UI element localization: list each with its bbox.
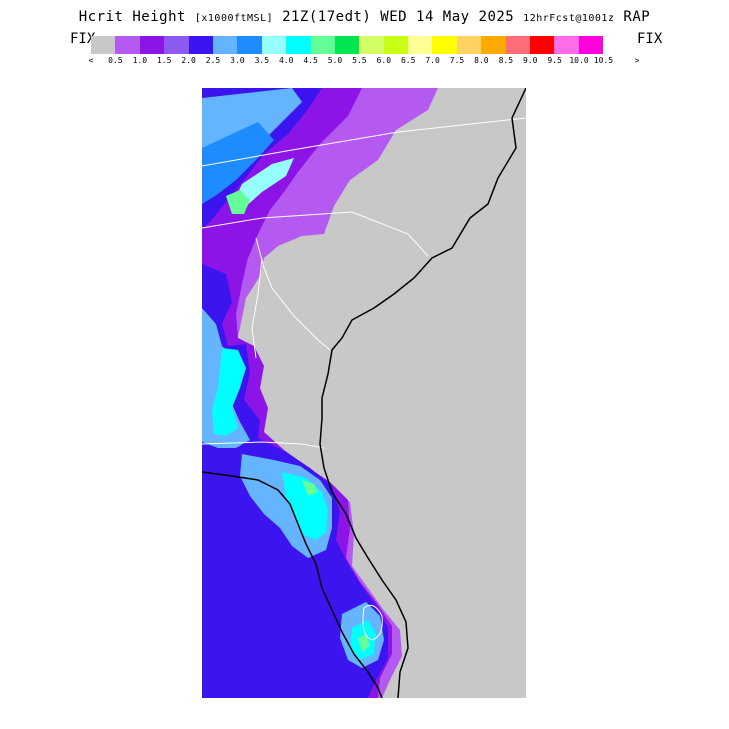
legend-tick-label: 8.5 xyxy=(498,56,514,65)
color-legend-ticks: < > 0.5 1.0 1.5 2.0 2.5 3.0 3.5 4.0 4.5 5.0 5.5 6.0… xyxy=(0,56,729,68)
legend-swatch xyxy=(359,36,384,54)
legend-tick-label: 6.0 xyxy=(376,56,392,65)
legend-swatch xyxy=(115,36,140,54)
legend-tick-label: 5.0 xyxy=(327,56,343,65)
model-label: RAP xyxy=(623,9,651,25)
legend-tick-label: 2.5 xyxy=(205,56,221,65)
legend-tick-label: 10.0 xyxy=(569,56,589,65)
legend-tick-label: 1.0 xyxy=(132,56,148,65)
legend-tick-label: 10.5 xyxy=(593,56,614,65)
field-name: Hcrit Height xyxy=(78,9,186,25)
state-boundary-lines xyxy=(202,117,526,449)
fix-left-label: FIX xyxy=(70,31,96,47)
legend-swatch xyxy=(212,36,238,54)
legend-tick-label: 2.0 xyxy=(181,56,196,65)
legend-swatch xyxy=(237,36,262,54)
band-cyan xyxy=(212,348,246,436)
legend-tick-label: 9.0 xyxy=(522,56,538,65)
weather-map xyxy=(202,88,526,698)
color-legend xyxy=(91,36,604,54)
legend-tick-label: 1.5 xyxy=(156,56,172,65)
legend-swatch xyxy=(261,36,287,54)
legend-swatch xyxy=(334,36,360,54)
legend-swatch xyxy=(91,36,116,54)
legend-tick-label: 9.5 xyxy=(547,56,562,65)
date-label: WED 14 May 2025 xyxy=(380,9,515,25)
legend-swatch xyxy=(188,36,213,54)
legend-tick-label: 8.0 xyxy=(474,56,489,65)
legend-swatch xyxy=(578,36,604,54)
legend-swatch xyxy=(456,36,482,54)
legend-swatch xyxy=(530,36,555,54)
legend-swatch xyxy=(505,36,531,54)
lake-outline xyxy=(362,604,383,641)
fix-right-label: FIX xyxy=(637,31,663,47)
legend-tick-label: 3.0 xyxy=(230,56,245,65)
band-green-florida xyxy=(302,480,318,496)
legend-swatch xyxy=(164,36,189,54)
units-label: [x1000ftMSL] xyxy=(194,13,274,24)
legend-swatch xyxy=(139,36,165,54)
legend-tick-label: 3.5 xyxy=(254,56,270,65)
legend-swatch xyxy=(432,36,457,54)
map-title: Hcrit Height [x1000ftMSL] 21Z(17edt) WED… xyxy=(0,9,729,25)
coastline xyxy=(202,88,526,698)
legend-swatch xyxy=(286,36,311,54)
band-green-keys xyxy=(358,634,370,652)
above-range-symbol: > xyxy=(634,56,640,65)
forecast-label: 12hrFcst@1001z xyxy=(523,13,615,24)
legend-swatch xyxy=(310,36,335,54)
legend-swatch xyxy=(481,36,506,54)
legend-tick-label: 7.5 xyxy=(449,56,465,65)
legend-tick-label: 0.5 xyxy=(108,56,123,65)
legend-tick-label: 5.5 xyxy=(352,56,367,65)
band-cyan-north xyxy=(232,158,294,208)
valid-time: 21Z(17edt) xyxy=(282,9,372,25)
band-dodger-blue xyxy=(202,122,274,204)
band-green xyxy=(226,190,250,214)
below-range-symbol: < xyxy=(88,56,94,65)
legend-tick-label: 4.5 xyxy=(303,56,318,65)
legend-swatch xyxy=(408,36,433,54)
legend-tick-label: 6.5 xyxy=(400,56,416,65)
legend-tick-label: 7.0 xyxy=(425,56,440,65)
legend-swatch xyxy=(383,36,409,54)
legend-tick-label: 4.0 xyxy=(278,56,294,65)
legend-swatch xyxy=(554,36,579,54)
